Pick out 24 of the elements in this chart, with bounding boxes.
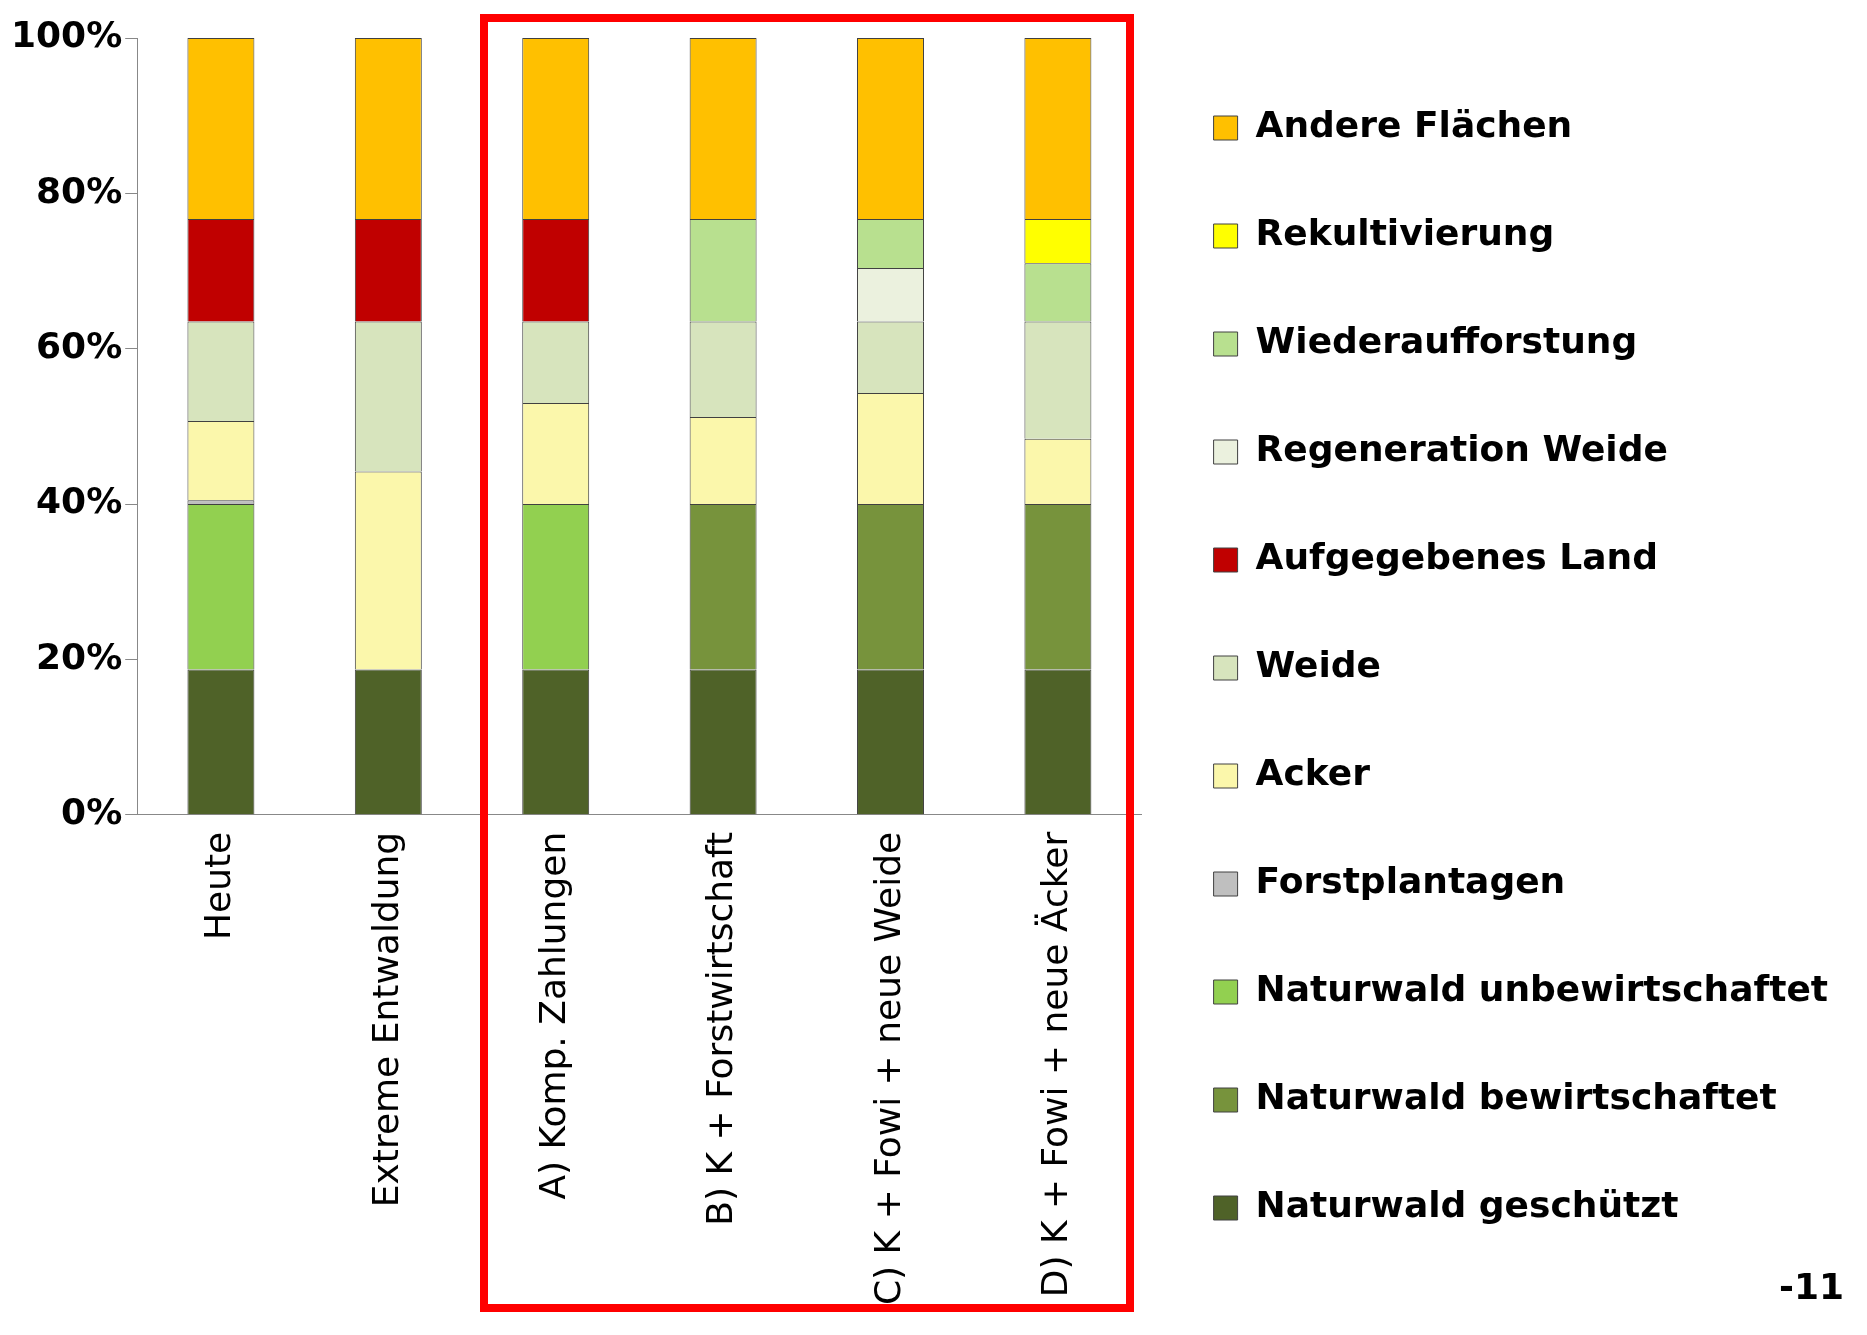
legend-label: Naturwald geschützt: [1255, 1184, 1679, 1226]
legend-label: Aufgegebenes Land: [1255, 536, 1658, 578]
y-tick-label: 100%: [11, 14, 123, 56]
legend-label: Naturwald unbewirtschaftet: [1255, 968, 1829, 1010]
y-tick-label: 20%: [36, 635, 123, 677]
x-tick-label: D) K + Fowi + neue Äcker: [1034, 831, 1076, 1298]
y-tick-label: 0%: [61, 791, 123, 833]
x-tick-label: C) K + Fowi + neue Weide: [866, 831, 908, 1306]
legend-label: Acker: [1255, 752, 1371, 794]
x-tick-label: Heute: [197, 831, 239, 941]
legend-label: Andere Flächen: [1255, 104, 1573, 146]
y-tick-label: 60%: [36, 325, 123, 367]
legend-label: Forstplantagen: [1255, 860, 1566, 902]
text: -11: [1778, 1266, 1844, 1308]
legend-label: Naturwald bewirtschaftet: [1255, 1076, 1777, 1118]
legend-label: Wiederaufforstung: [1255, 320, 1638, 362]
y-tick-label: 80%: [36, 169, 123, 211]
y-tick-label: 40%: [36, 480, 123, 522]
x-tick-label: Extreme Entwaldung: [364, 831, 406, 1208]
legend-label: Regeneration Weide: [1255, 428, 1668, 470]
x-tick-label: B) K + Forstwirtschaft: [699, 831, 741, 1226]
legend-label: Weide: [1255, 644, 1381, 686]
x-tick-label: A) Komp. Zahlungen: [532, 831, 574, 1200]
legend-label: Rekultivierung: [1255, 212, 1555, 254]
